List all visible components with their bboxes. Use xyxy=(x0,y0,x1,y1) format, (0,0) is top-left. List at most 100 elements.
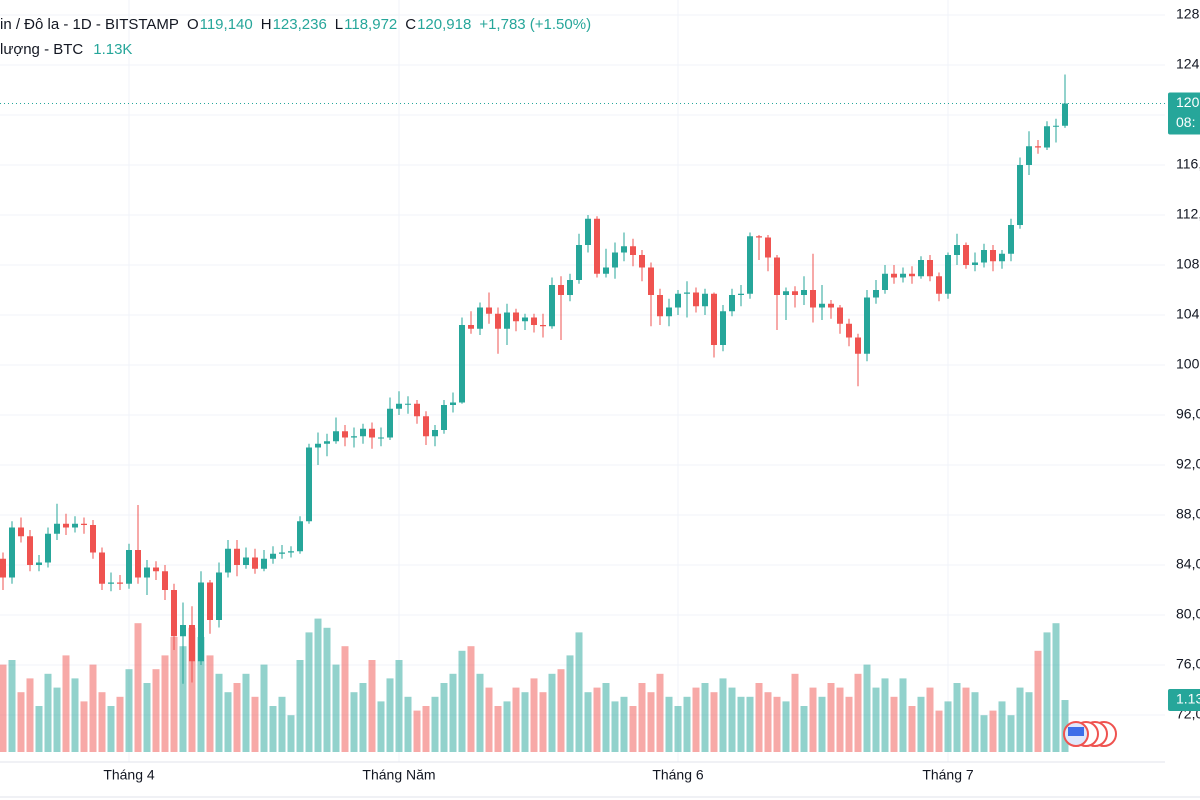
y-tick-label: 112,000 xyxy=(1176,206,1200,222)
volume-bar xyxy=(926,687,934,752)
candle-body xyxy=(783,291,789,295)
volume-tag-label: 1.13K xyxy=(1176,691,1200,707)
candle-body xyxy=(693,292,699,307)
candle-body xyxy=(72,523,78,528)
candle-body xyxy=(621,246,627,253)
y-tick-label: 100,000 xyxy=(1176,356,1200,372)
volume-bar xyxy=(791,673,799,752)
y-tick-label: 108,000 xyxy=(1176,256,1200,272)
volume-bar xyxy=(467,646,475,752)
candle-body xyxy=(1062,103,1068,126)
candle-body xyxy=(540,325,546,327)
candle-body xyxy=(216,572,222,620)
candle-body xyxy=(774,257,780,295)
candle-body xyxy=(765,237,771,258)
volume-bar xyxy=(530,678,538,752)
candle-body xyxy=(612,252,618,268)
candle-body xyxy=(675,293,681,308)
candle-body xyxy=(567,280,573,295)
volume-bar xyxy=(539,692,547,752)
candle-body xyxy=(810,290,816,308)
volume-bar xyxy=(980,715,988,752)
volume-bar xyxy=(764,692,772,752)
candle-body xyxy=(369,428,375,438)
volume-bar xyxy=(413,710,421,752)
volume-bar xyxy=(89,664,97,752)
volume-bar xyxy=(773,696,781,752)
candle-body xyxy=(459,325,465,403)
y-tick-label: 124,000 xyxy=(1176,56,1200,72)
candle-body xyxy=(666,307,672,317)
volume-bar xyxy=(944,701,952,752)
candle-body xyxy=(972,262,978,265)
last-price-label: 120,918 xyxy=(1176,94,1200,110)
candle-body xyxy=(729,295,735,312)
last-price-tag xyxy=(1168,92,1200,135)
volume-bar xyxy=(818,696,826,752)
volume-bar xyxy=(989,710,997,752)
candle-body xyxy=(297,521,303,552)
volume-bar xyxy=(503,701,511,752)
candle-body xyxy=(846,323,852,338)
x-tick-label: Tháng 6 xyxy=(652,767,704,783)
ohlc-value: 118,972 xyxy=(344,16,397,33)
volume-bar xyxy=(35,706,43,752)
candle-body xyxy=(981,250,987,263)
volume-bar xyxy=(431,696,439,752)
candle-body xyxy=(1017,165,1023,225)
volume-bar xyxy=(1034,650,1042,752)
y-tick-label: 96,000 xyxy=(1176,406,1200,422)
candle-body xyxy=(108,582,114,584)
volume-bar xyxy=(908,706,916,752)
volume-bar xyxy=(476,673,484,752)
ohlc-key: H xyxy=(261,16,272,33)
x-tick-label: Tháng 7 xyxy=(922,767,974,783)
candle-body xyxy=(441,405,447,430)
volume-tag xyxy=(1168,689,1200,712)
countdown-label: 08: xyxy=(1176,114,1195,130)
y-tick-label: 80,000 xyxy=(1176,606,1200,622)
candle-body xyxy=(171,590,177,637)
candle-body xyxy=(1053,125,1059,127)
volume-bar xyxy=(971,692,979,752)
candle-body xyxy=(270,553,276,559)
volume-bar xyxy=(197,637,205,752)
candle-body xyxy=(603,267,609,274)
candle-body xyxy=(648,267,654,295)
candle-body xyxy=(288,551,294,553)
candle-body xyxy=(495,313,501,329)
volume-bar xyxy=(8,660,16,752)
candle-body xyxy=(819,303,825,308)
volume-bar xyxy=(485,687,493,752)
volume-bar xyxy=(305,632,313,752)
volume-bar xyxy=(584,692,592,752)
volume-bar xyxy=(125,669,133,752)
volume-bar xyxy=(152,669,160,752)
candle-body xyxy=(198,582,204,662)
candle-body xyxy=(387,408,393,438)
candle-body xyxy=(1044,126,1050,148)
volume-bar xyxy=(845,696,853,752)
candle-body xyxy=(144,567,150,578)
volume-bar xyxy=(17,692,25,752)
candle-body xyxy=(135,550,141,578)
volume-bar xyxy=(1043,632,1051,752)
volume-bar xyxy=(620,696,628,752)
candle-body xyxy=(153,567,159,572)
candle-body xyxy=(684,292,690,294)
volume-bar xyxy=(512,687,520,752)
volume-bar xyxy=(1007,715,1015,752)
candle-body xyxy=(801,290,807,295)
candle-body xyxy=(891,273,897,278)
y-tick-label: 84,000 xyxy=(1176,556,1200,572)
candle-body xyxy=(702,293,708,307)
grid xyxy=(0,0,1165,762)
candle-body xyxy=(936,276,942,294)
candle-body xyxy=(945,255,951,294)
volume-bar xyxy=(575,632,583,752)
ohlc-key: O xyxy=(187,16,199,33)
volume-bar xyxy=(341,646,349,752)
flag-canton xyxy=(1068,727,1084,736)
